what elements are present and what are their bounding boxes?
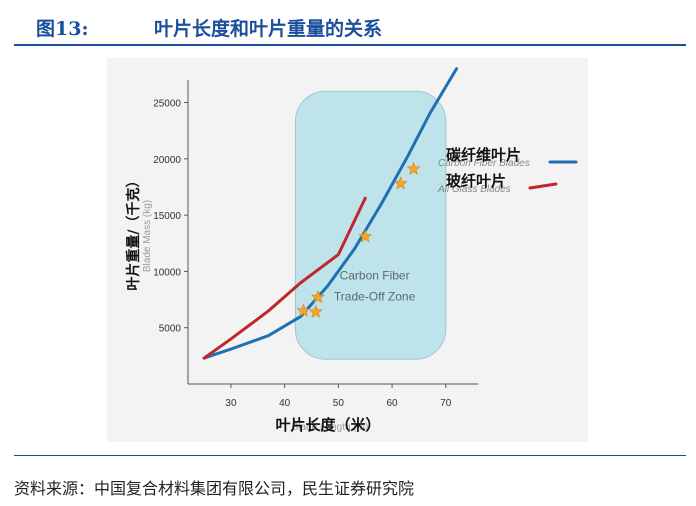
star-marker <box>393 176 408 190</box>
legend-label: 碳纤维叶片 <box>446 146 521 164</box>
x-axis-label: 叶片长度（米） <box>275 416 380 434</box>
x-tick-label: 30 <box>225 398 237 409</box>
axes: 5000 10000 15000 20000 25000 30 40 50 60 70 <box>153 80 478 409</box>
legend-swatch <box>528 182 558 190</box>
star-marker <box>308 304 323 318</box>
trade-off-zone-area <box>294 90 447 360</box>
y-tick-label: 10000 <box>153 267 181 278</box>
source-note: 资料来源：中国复合材料集团有限公司，民生证券研究院 <box>14 479 415 498</box>
star-marker <box>296 303 311 317</box>
star-marker <box>406 161 421 175</box>
x-tick-label: 50 <box>333 398 345 409</box>
carbon-fiber-line <box>202 67 459 360</box>
y-tick-label: 5000 <box>159 324 182 335</box>
source-rule <box>14 455 686 456</box>
trade-off-zone-label: Trade-Off Zone <box>334 289 416 303</box>
figure-number: 图13: <box>36 18 89 40</box>
x-axis-label-en: Blade Length (m) <box>292 422 369 433</box>
y-tick-label: 15000 <box>153 211 181 222</box>
x-tick-label: 40 <box>279 398 291 409</box>
legend-label-en: All Glass Blades <box>437 184 511 195</box>
y-axis-label: 叶片重量/（千克） <box>125 173 142 290</box>
glass-fiber-line <box>202 196 367 360</box>
star-marker <box>310 289 325 304</box>
trade-off-zone-label: Carbon Fiber <box>340 268 410 282</box>
figure-title: 图13: 叶片长度和叶片重量的关系 <box>14 10 684 40</box>
x-tick-label: 70 <box>440 398 452 409</box>
y-tick-label: 25000 <box>153 99 181 110</box>
title-rule <box>14 44 686 46</box>
series-lines <box>202 67 459 360</box>
axis-labels: Blade Length (m)叶片长度（米） Blade Mass (kg)叶片… <box>125 173 381 434</box>
y-tick-label: 20000 <box>153 155 181 166</box>
legend-label: 玻纤叶片 <box>446 172 506 190</box>
star-markers <box>296 161 421 318</box>
figure-title-text: 叶片长度和叶片重量的关系 <box>154 18 383 40</box>
x-tick-label: 60 <box>387 398 399 409</box>
star-marker <box>358 229 373 243</box>
y-axis-label-en: Blade Mass (kg) <box>142 200 153 272</box>
legend-label-en: Carbon Fiber Blades <box>438 158 530 169</box>
trade-off-zone: Carbon Fiber Trade-Off Zone <box>294 90 447 360</box>
